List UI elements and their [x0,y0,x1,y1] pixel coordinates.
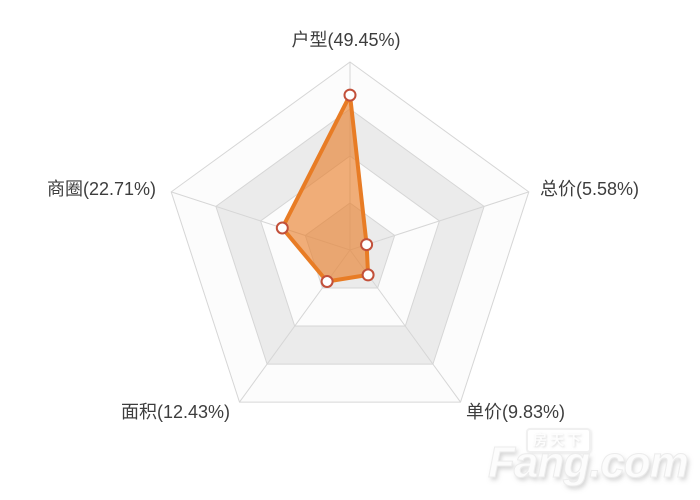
axis-label-shangquan: 商圈(22.71%) [46,179,156,199]
axis-label-zongjia: 总价(5.58%) [540,179,640,199]
radar-series-polygon [280,93,371,284]
radar-spoke [349,191,529,251]
radar-marker[interactable] [360,238,374,252]
radar-marker[interactable] [320,275,334,288]
axis-label-danjia: 单价(9.83%) [466,402,566,422]
axis-label-huxing: 户型(49.45%) [291,30,401,50]
axis-label-mianji: 面积(12.43%) [120,402,230,422]
radar-marker[interactable] [361,268,375,282]
radar-marker[interactable] [275,221,289,235]
radar-marker[interactable] [343,88,357,102]
